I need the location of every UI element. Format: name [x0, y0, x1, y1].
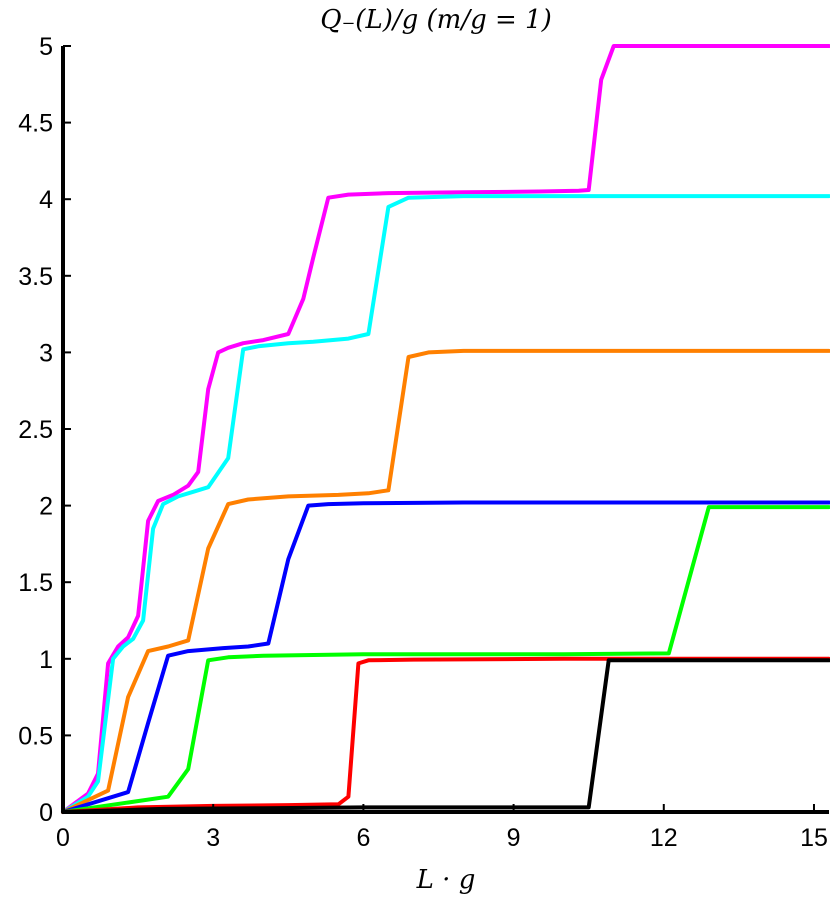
series-line-2 — [61, 194, 830, 814]
y-tick-label: 2.5 — [18, 416, 53, 444]
axes — [61, 46, 829, 814]
y-tick-label: 4 — [39, 186, 53, 214]
x-tick-label: 9 — [507, 824, 521, 852]
y-tick-label: 1.5 — [18, 569, 53, 597]
x-tick-label: 3 — [206, 824, 220, 852]
y-tick-label: 0 — [39, 799, 53, 827]
series-line-7 — [61, 658, 830, 814]
x-tick-label: 0 — [56, 824, 70, 852]
y-tick-label: 5 — [39, 33, 53, 61]
x-tick-label: 12 — [650, 824, 678, 852]
series-layer — [61, 44, 830, 814]
x-axis-label: L · g — [416, 865, 476, 895]
x-ticks: 0 3 6 9 12 15 — [56, 804, 828, 852]
x-tick-label: 15 — [800, 824, 828, 852]
series-line-3 — [61, 348, 830, 814]
x-tick-label: 6 — [356, 824, 370, 852]
series-line-1 — [61, 44, 830, 814]
y-tick-label: 2 — [39, 493, 53, 521]
y-tick-label: 4.5 — [18, 110, 53, 138]
y-tick-label: 3 — [39, 339, 53, 367]
series-line-5 — [61, 505, 830, 814]
series-line-6 — [61, 656, 830, 814]
chart-title: Q₋(L)/g (m/g = 1) — [320, 5, 551, 35]
y-tick-label: 0.5 — [18, 722, 53, 750]
y-ticks: 0 0.5 1 1.5 2 2.5 3 3.5 4 4.5 5 — [18, 33, 71, 827]
y-tick-label: 3.5 — [18, 263, 53, 291]
series-line-4 — [61, 500, 830, 814]
y-tick-label: 1 — [39, 646, 53, 674]
